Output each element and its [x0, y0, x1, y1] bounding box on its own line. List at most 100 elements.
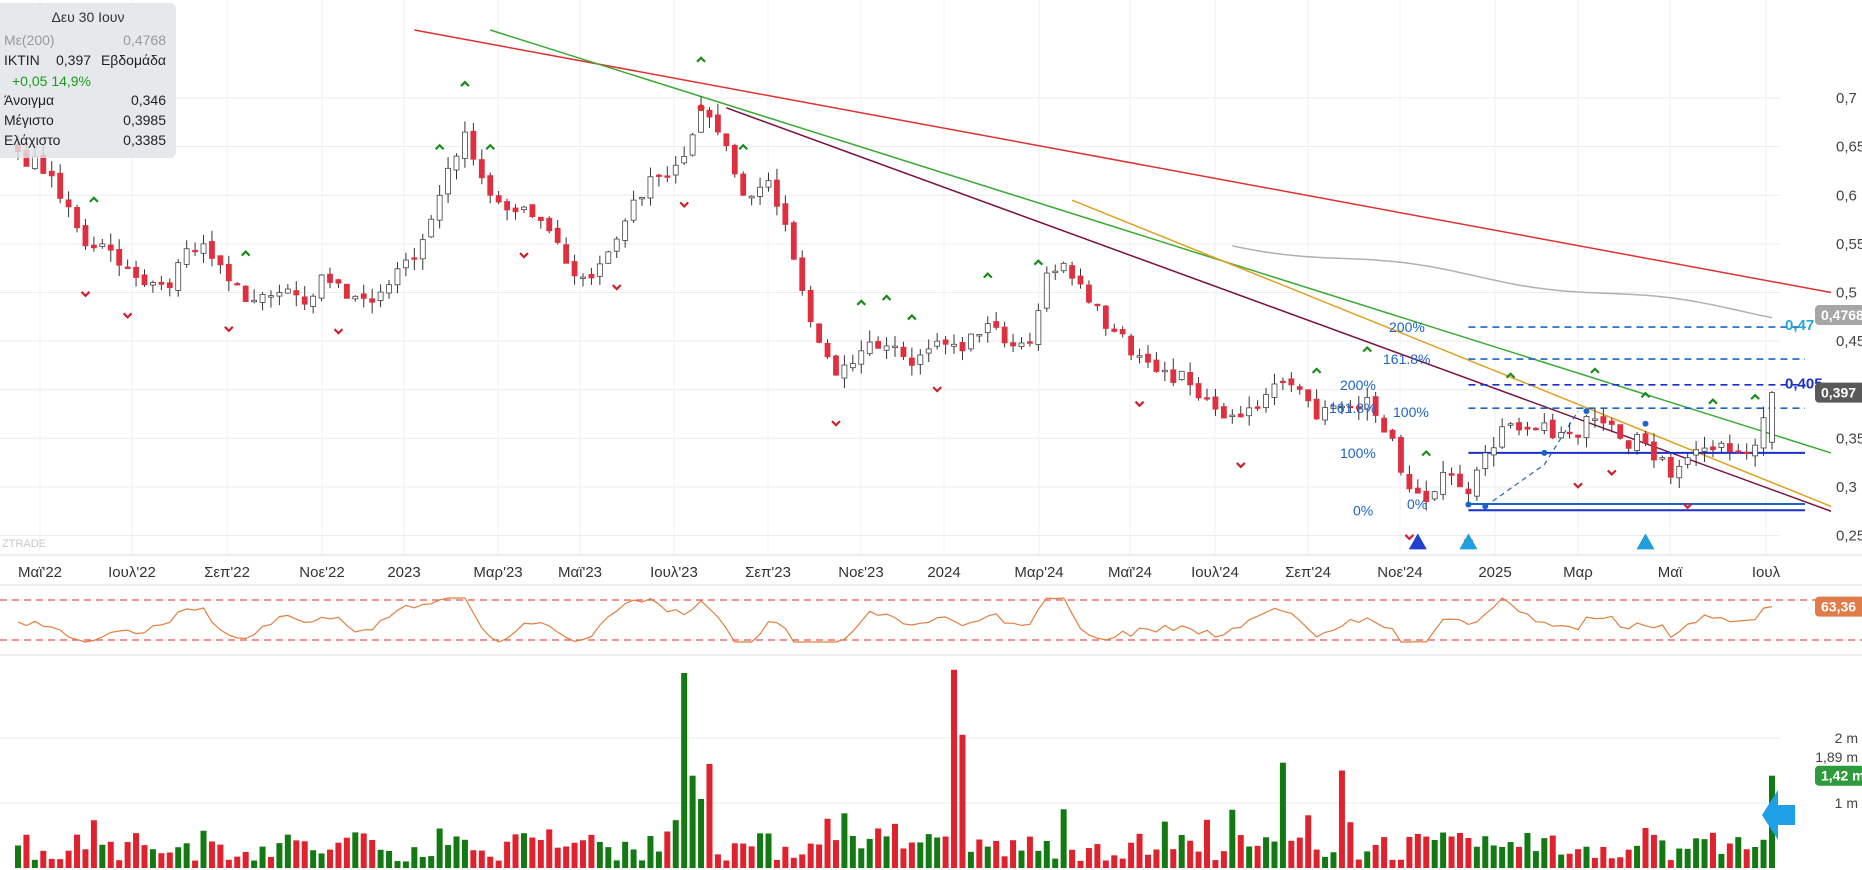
- volume-bar: [251, 860, 258, 868]
- volume-bar: [613, 860, 620, 868]
- volume-bar: [689, 775, 696, 868]
- value-badge: [1815, 596, 1862, 617]
- volume-bar: [1456, 832, 1463, 868]
- volume-bar: [48, 858, 55, 868]
- candle: [1701, 447, 1708, 452]
- volume-bar: [1052, 858, 1059, 868]
- low-row: Ελάχιστο 0,3385: [4, 131, 166, 149]
- volume-bar: [807, 843, 814, 868]
- volume-bar: [588, 834, 595, 868]
- candle: [554, 227, 561, 243]
- candle: [647, 176, 654, 199]
- volume-bar: [1541, 838, 1548, 868]
- candle: [1558, 432, 1565, 439]
- candle: [1769, 392, 1775, 443]
- up-chevron-icon: [434, 143, 445, 151]
- volume-tick-label: 1 m: [1835, 795, 1858, 811]
- candle: [1069, 265, 1075, 279]
- candle: [1010, 342, 1016, 347]
- open-row: Άνοιγμα 0,346: [4, 91, 166, 109]
- volume-bar: [1136, 833, 1143, 868]
- volume-bar: [596, 841, 603, 868]
- candle: [1119, 329, 1126, 335]
- volume-bar: [765, 833, 772, 868]
- volume-bar: [664, 831, 671, 868]
- volume-bar: [149, 849, 156, 868]
- price-tick-label: 0,55: [1836, 236, 1862, 253]
- down-chevron-icon: [1682, 503, 1693, 510]
- candles: [15, 96, 1775, 511]
- volume-bar: [1296, 837, 1303, 868]
- value-badge: [1815, 305, 1862, 326]
- candle: [82, 225, 89, 247]
- date-tick-label: Σεπ'23: [745, 564, 791, 581]
- volume-bar: [706, 764, 713, 868]
- low-label: Ελάχιστο: [4, 132, 61, 148]
- candle: [512, 207, 519, 213]
- candle: [276, 292, 283, 297]
- volume-bar: [993, 840, 1000, 868]
- value-badge: [1815, 765, 1862, 786]
- candle: [883, 345, 890, 351]
- candle: [521, 206, 527, 211]
- candle: [1355, 406, 1362, 410]
- volume-bar: [419, 856, 426, 868]
- fib-level-label: 200%: [1340, 377, 1376, 393]
- candle: [529, 204, 536, 218]
- volume-bar: [1735, 837, 1742, 868]
- candle: [790, 222, 797, 260]
- candle: [1237, 413, 1244, 418]
- volume-bar: [461, 839, 468, 868]
- candle: [799, 257, 806, 291]
- value-badge-text: 0,397: [1821, 385, 1856, 401]
- candle: [1077, 275, 1084, 285]
- candle: [731, 144, 738, 175]
- volume-bar: [942, 836, 949, 868]
- volume-bar: [546, 829, 553, 868]
- candle: [1153, 359, 1160, 372]
- candle: [99, 243, 106, 247]
- candle: [293, 290, 300, 296]
- volume-bar: [1406, 836, 1413, 868]
- volume-bar: [1490, 845, 1497, 868]
- volume-bar: [1423, 836, 1430, 868]
- volume-bar: [1018, 850, 1025, 868]
- volume-bar: [1060, 809, 1067, 868]
- volume-bar: [1659, 840, 1666, 868]
- volume-bar: [411, 847, 418, 868]
- candle: [959, 342, 966, 352]
- candle: [1423, 490, 1430, 502]
- candle: [209, 241, 215, 259]
- candle: [1001, 326, 1008, 344]
- candle: [1187, 372, 1194, 386]
- volume-bar: [1220, 851, 1227, 868]
- candle: [65, 199, 72, 208]
- volume-bar: [1516, 846, 1523, 868]
- candle: [284, 288, 291, 294]
- candle: [1499, 426, 1506, 448]
- candle: [892, 345, 898, 349]
- down-chevron-icon: [831, 420, 841, 427]
- candle: [1136, 355, 1143, 358]
- candle: [1406, 474, 1413, 490]
- volume-bar: [1650, 834, 1657, 868]
- candle: [563, 244, 570, 264]
- candle: [782, 203, 789, 225]
- volume-bar: [124, 842, 131, 868]
- volume-bar: [1111, 855, 1118, 868]
- volume-bar: [520, 833, 527, 868]
- volume-bar: [1642, 828, 1649, 868]
- volume-bar: [158, 853, 165, 868]
- candle: [537, 216, 544, 221]
- candle: [217, 255, 224, 266]
- candle: [259, 294, 266, 303]
- volume-bar: [65, 850, 72, 868]
- pivot-triangle-icon: [1408, 533, 1427, 550]
- volume-bar: [1161, 821, 1168, 868]
- x-tick-labels: Μαϊ'22 Ιουλ'22 Σεπ'22 Νοε'22 2023 Μαρ'23 Μαϊ'2…: [18, 564, 1781, 581]
- up-chevron-icon: [907, 313, 917, 321]
- fib-level-label: 200%: [1389, 319, 1425, 335]
- ma200-line: [1232, 245, 1773, 319]
- volume-bar: [225, 859, 232, 868]
